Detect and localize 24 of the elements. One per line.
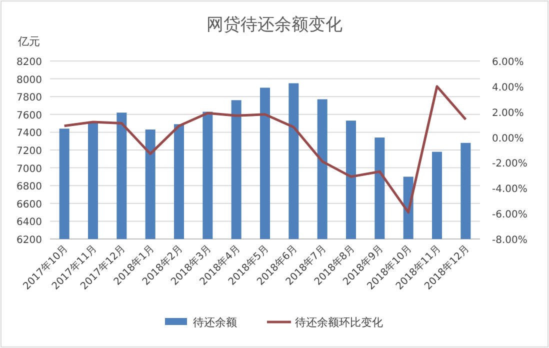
y2-tick-label: -4.00% [492,184,528,196]
y-tick-label: 8200 [16,57,42,68]
y-tick-label: 6600 [16,199,42,210]
y2-tick-label: -6.00% [492,210,528,221]
chart-title: 网贷待还余额变化 [206,15,342,35]
legend-label: 待还余额 [193,316,237,329]
y-tick-label: 7200 [16,146,42,157]
y-tick-label: 6200 [16,235,42,246]
y2-tick-label: 2.00% [492,108,524,119]
y-tick-label: 7400 [16,128,42,140]
y-tick-label: 6400 [16,217,42,228]
y2-tick-label: -8.00% [492,235,528,246]
y2-tick-label: 4.00% [492,82,524,94]
y-tick-label: 7600 [16,110,42,122]
y-tick-label: 8000 [16,74,42,86]
y-axis-title: 亿元 [17,35,40,48]
line-series [63,85,467,214]
y2-tick-label: 6.00% [492,57,524,68]
y-tick-label: 6800 [16,182,42,193]
y-tick-label: 7800 [16,92,42,104]
y2-tick-label: 0.00% [492,133,524,144]
y2-tick-label: -2.00% [492,158,528,170]
y-tick-label: 7000 [16,164,42,175]
legend-label: 待还余额环比变化 [295,316,383,329]
